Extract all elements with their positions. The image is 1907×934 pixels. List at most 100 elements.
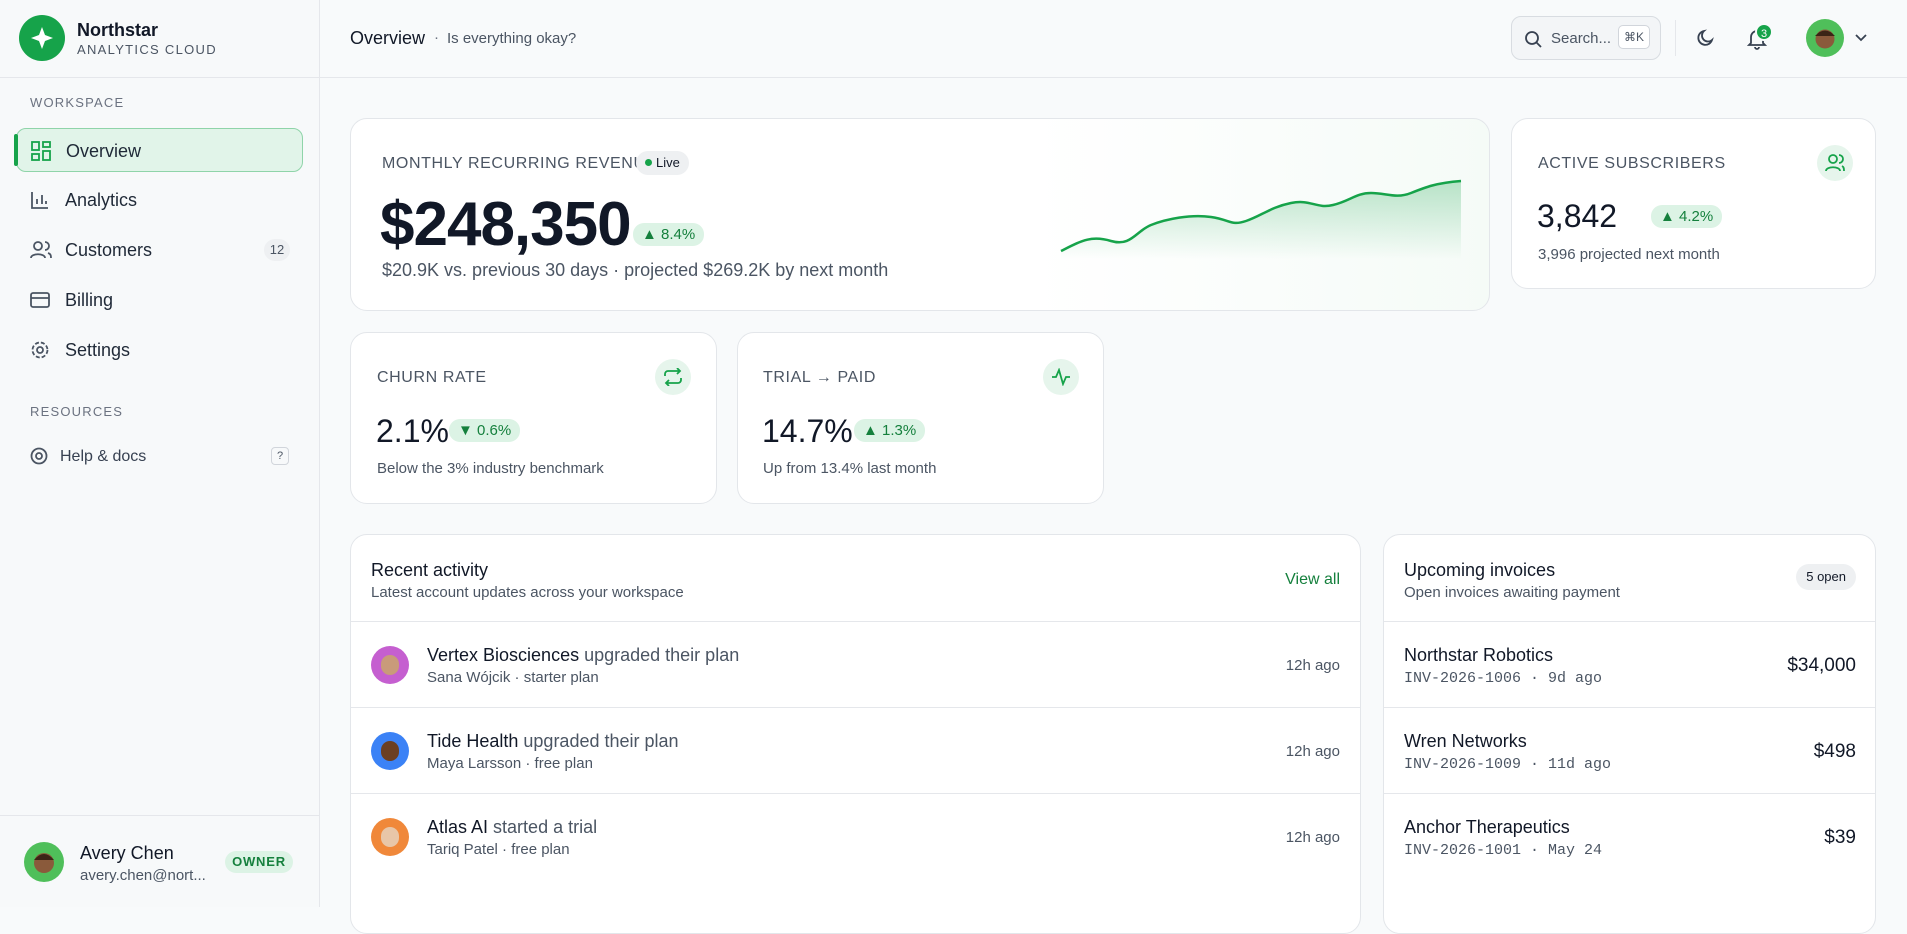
nav-label: Overview [66, 141, 142, 161]
avatar-face [381, 741, 399, 761]
nav-label: Settings [65, 340, 131, 360]
sidebar: Northstar ANALYTICS CLOUD WORKSPACE Over… [0, 0, 320, 907]
change-badge: ▼ 0.6% [449, 419, 521, 442]
invoice-row[interactable]: Wren Networks INV-2026-1009 · 11d ago $498 [1384, 707, 1875, 793]
change-badge: ▲ 8.4% [633, 223, 705, 246]
nav-item[interactable]: Analytics [16, 178, 303, 222]
activity-time: 12h ago [1285, 657, 1340, 674]
avatar [371, 818, 409, 856]
chevron[interactable] [1854, 33, 1868, 43]
subscribers-card: ACTIVE SUBSCRIBERS 3,842 ▲ 4.2% 3,996 pr… [1511, 118, 1876, 289]
mrr-card: MONTHLY RECURRING REVENUE Live $248,350 … [350, 118, 1490, 311]
metric-label: CHURN RATE [377, 369, 487, 386]
section-label: RESOURCES [30, 404, 124, 419]
invoice-name: Wren Networks [1404, 731, 1527, 751]
user-name: Avery Chen [80, 843, 174, 863]
metric-label: MONTHLY RECURRING REVENUE [382, 155, 657, 172]
logo [19, 15, 65, 61]
metric-sub: $20.9K vs. previous 30 days · projected … [382, 260, 889, 280]
activity-time: 12h ago [1285, 743, 1340, 760]
metric-value: 2.1% [376, 413, 449, 449]
activity-action: started a trial [493, 817, 598, 837]
divider [0, 77, 320, 78]
activity-meta: Sana Wójcik · starter plan [427, 669, 599, 686]
help-link[interactable]: Help & docs [60, 448, 147, 465]
search-box[interactable]: Search... ⌘K [1511, 16, 1661, 60]
change-badge: ▲ 4.2% [1651, 205, 1723, 228]
activity-meta: Maya Larsson · free plan [427, 755, 593, 772]
activity-meta: Tariq Patel · free plan [427, 841, 570, 858]
user-email: avery.chen@nort... [80, 867, 206, 884]
section-label: WORKSPACE [30, 95, 125, 110]
active-bar [14, 134, 18, 166]
avatar [371, 732, 409, 770]
invoice-meta: INV-2026-1006 · 9d ago [1404, 670, 1603, 687]
metric-label: ACTIVE SUBSCRIBERS [1538, 155, 1726, 172]
activity-row[interactable]: Atlas AI started a trial Tariq Patel · fr… [351, 793, 1360, 879]
shortcut: ⌘K [1618, 25, 1651, 49]
page-subtitle: Is everything okay? [447, 30, 577, 47]
icon [31, 341, 49, 359]
avatar[interactable] [1806, 19, 1844, 57]
churn-card: CHURN RATE 2.1% ▼ 0.6% Below the 3% indu… [350, 332, 717, 504]
metric-value: 14.7% [762, 413, 853, 449]
brand-sub: ANALYTICS CLOUD [77, 42, 217, 57]
invoice-amount: $34,000 [1787, 655, 1856, 676]
invoice-row[interactable]: Northstar Robotics INV-2026-1006 · 9d ago… [1384, 621, 1875, 707]
live-label: Live [656, 155, 680, 170]
activity-card: Recent activity Latest account updates a… [350, 534, 1361, 934]
live-pill: Live [636, 151, 689, 175]
account-name: Tide Health [427, 731, 519, 751]
icon [31, 192, 48, 209]
theme-toggle[interactable] [1696, 28, 1716, 48]
page-title: Overview [350, 28, 426, 48]
avatar-face [381, 655, 399, 675]
metric-icon [1817, 145, 1853, 181]
invoice-amount: $498 [1813, 741, 1856, 762]
metric-value: $248,350 [380, 190, 632, 259]
metric-icon [1043, 359, 1079, 395]
nav-label: Billing [65, 290, 114, 310]
account-name: Atlas AI [427, 817, 489, 837]
role-badge: OWNER [225, 851, 293, 873]
search-placeholder: Search... [1551, 30, 1612, 47]
separator: · [434, 29, 439, 46]
nav-item[interactable]: Overview [16, 128, 303, 172]
nav-item[interactable]: Customers 12 [16, 228, 303, 272]
change-badge: ▲ 1.3% [854, 419, 926, 442]
activity-row[interactable]: Vertex Biosciences upgraded their plan Sa… [351, 621, 1360, 707]
divider [1675, 20, 1676, 56]
activity-text: Atlas AI started a trial [427, 817, 597, 838]
nav-label: Customers [65, 240, 153, 260]
live-dot [645, 159, 652, 166]
avatar [371, 646, 409, 684]
icon [30, 292, 50, 308]
user-avatar [24, 842, 64, 882]
nav-item[interactable]: Billing [16, 278, 303, 322]
invoice-row[interactable]: Anchor Therapeutics INV-2026-1001 · May 2… [1384, 793, 1875, 879]
notification-count: 3 [1755, 23, 1773, 41]
metric-icon [655, 359, 691, 395]
nav-label: Analytics [65, 190, 138, 210]
account-name: Vertex Biosciences [427, 645, 580, 665]
metric-sub: Up from 13.4% last month [763, 460, 937, 477]
metric-label: TRIAL → PAID [763, 369, 876, 386]
brand: Northstar [77, 20, 159, 40]
icon [30, 447, 48, 465]
view-all[interactable]: View all [1285, 571, 1340, 588]
activity-time: 12h ago [1285, 829, 1340, 846]
invoices-card: Upcoming invoices Open invoices awaiting… [1383, 534, 1876, 934]
sparkline [1060, 179, 1462, 259]
card-subtitle: Open invoices awaiting payment [1404, 584, 1620, 601]
invoice-name: Anchor Therapeutics [1404, 817, 1570, 837]
invoice-name: Northstar Robotics [1404, 645, 1554, 665]
activity-row[interactable]: Tide Health upgraded their plan Maya Lars… [351, 707, 1360, 793]
nav-item[interactable]: Settings [16, 328, 303, 372]
metric-value: 3,842 [1537, 198, 1618, 234]
open-badge: 5 open [1796, 564, 1856, 590]
activity-action: upgraded their plan [523, 731, 679, 751]
help-badge: ? [271, 447, 289, 465]
invoice-meta: INV-2026-1001 · May 24 [1404, 842, 1603, 859]
icon [1525, 31, 1542, 48]
